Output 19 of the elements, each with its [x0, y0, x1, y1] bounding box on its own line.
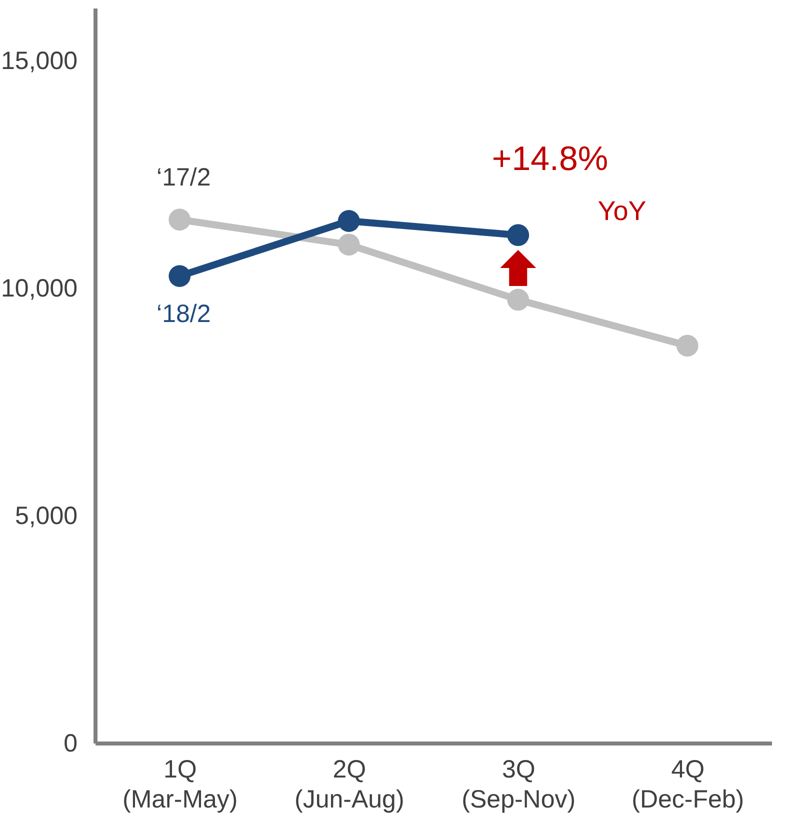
point — [338, 210, 360, 232]
annotation: +14.8% — [492, 140, 608, 178]
y-tick-label: 5,000 — [14, 502, 78, 530]
annotation: YoY — [598, 196, 646, 226]
x-tick-label: 3Q (Sep-Nov) — [462, 756, 576, 814]
y-tick-label: 10,000 — [1, 274, 78, 302]
point — [507, 288, 530, 311]
point — [676, 334, 698, 357]
x-tick-label: 4Q (Dec-Feb) — [632, 756, 744, 814]
point — [168, 265, 191, 287]
point — [507, 224, 530, 246]
y-tick-label: 15,000 — [1, 46, 78, 75]
x-tick-label: 2Q (Jun-Aug) — [294, 756, 404, 814]
series-label: ‘18/2 — [156, 300, 211, 328]
point — [168, 208, 191, 231]
x-tick-label: 1Q (Mar-May) — [122, 756, 238, 814]
series-label: ‘17/2 — [156, 164, 211, 192]
point — [338, 234, 360, 256]
y-tick-label: 0 — [64, 730, 78, 758]
